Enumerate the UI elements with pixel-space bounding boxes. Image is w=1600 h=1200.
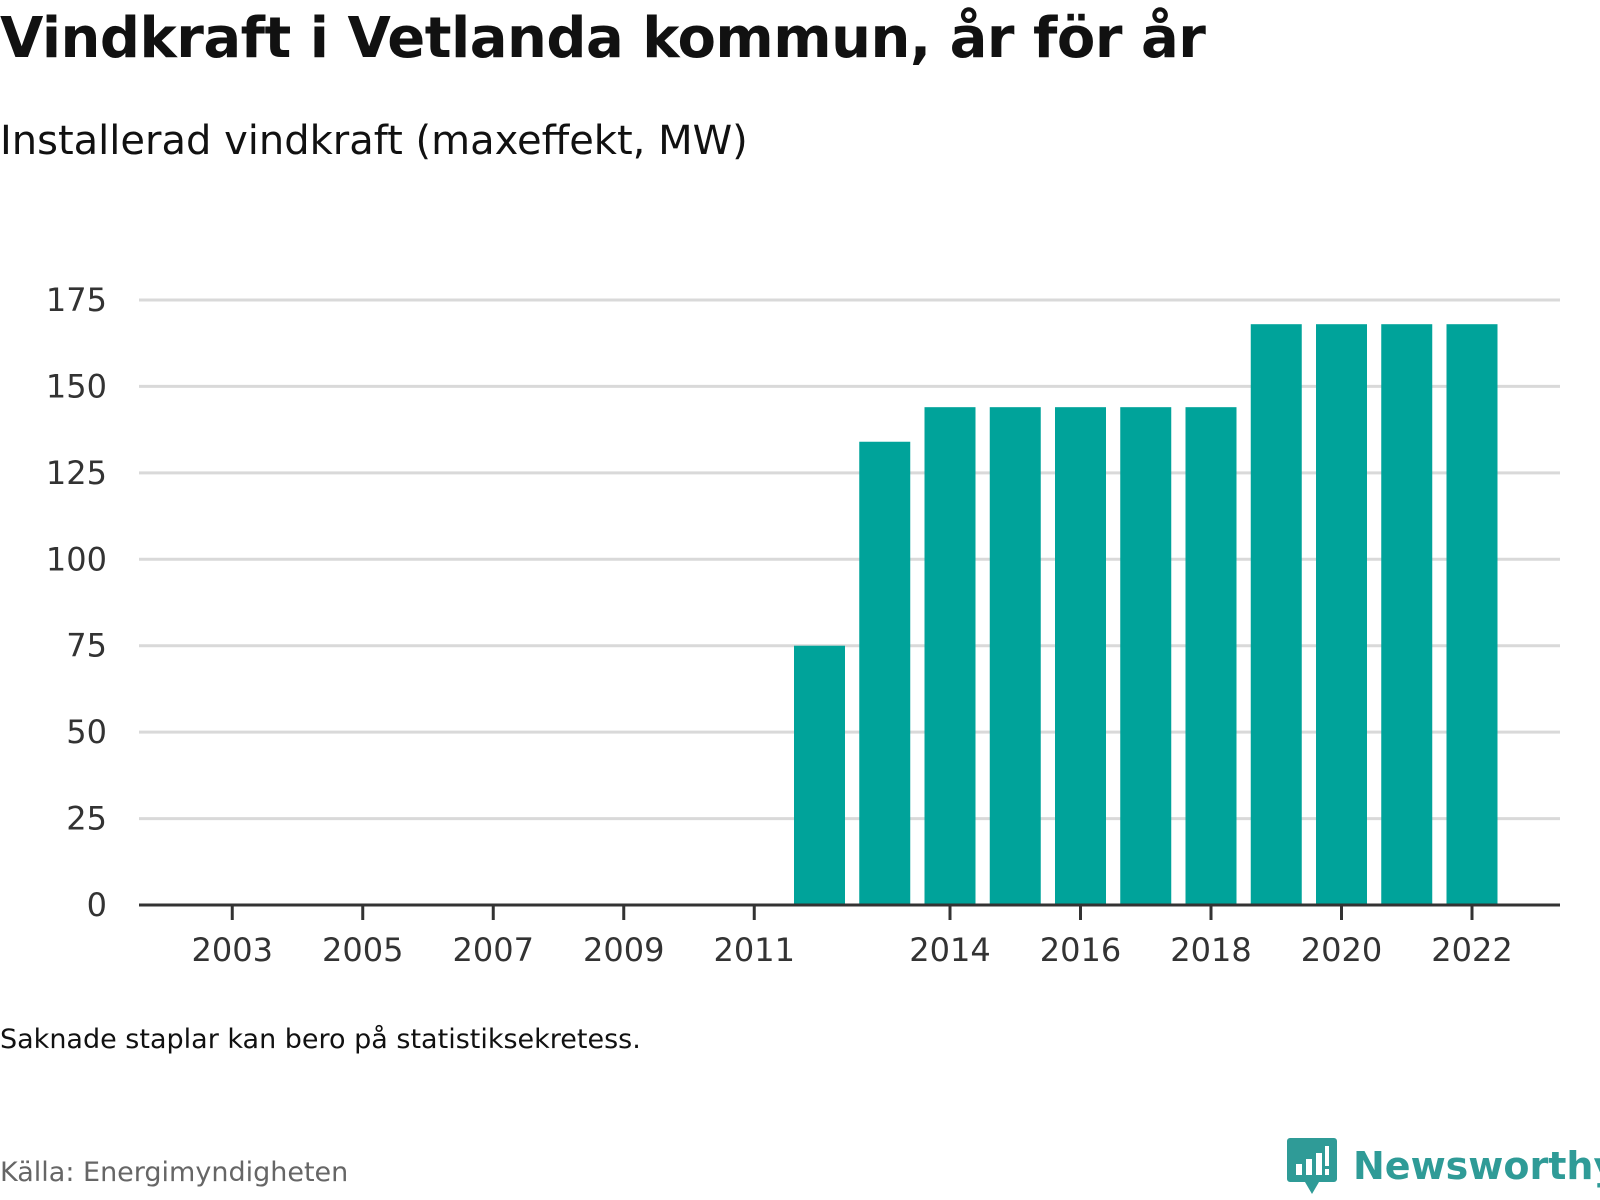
y-tick-label: 0 bbox=[87, 886, 107, 924]
x-tick-label: 2020 bbox=[1301, 931, 1382, 969]
x-tick-label: 2003 bbox=[192, 931, 273, 969]
bar bbox=[1185, 407, 1237, 905]
x-tick-label: 2009 bbox=[583, 931, 664, 969]
chart-subtitle: Installerad vindkraft (maxeffekt, MW) bbox=[0, 118, 748, 164]
bar bbox=[1055, 407, 1106, 905]
y-tick-label: 50 bbox=[66, 713, 107, 751]
x-tick-label: 2018 bbox=[1170, 931, 1251, 969]
y-tick-label: 150 bbox=[46, 367, 107, 405]
bar bbox=[989, 407, 1041, 905]
y-tick-label: 100 bbox=[46, 540, 107, 578]
y-tick-label: 75 bbox=[66, 627, 107, 665]
logo-wordmark: Newsworthy bbox=[1353, 1144, 1600, 1188]
y-tick-label: 175 bbox=[46, 281, 107, 319]
newsworthy-logo: Newsworthy bbox=[1287, 1138, 1600, 1194]
bar bbox=[1446, 324, 1498, 905]
bar bbox=[1381, 324, 1433, 905]
bar bbox=[1316, 324, 1367, 905]
bar-chart-logo-icon bbox=[1287, 1138, 1337, 1194]
y-tick-label: 125 bbox=[46, 454, 107, 492]
bar bbox=[1120, 407, 1172, 905]
x-tick-label: 2022 bbox=[1431, 931, 1512, 969]
x-tick-label: 2016 bbox=[1040, 931, 1121, 969]
x-tick-label: 2014 bbox=[909, 931, 990, 969]
source-credit: Källa: Energimyndigheten bbox=[0, 1157, 349, 1188]
chart-title: Vindkraft i Vetlanda kommun, år för år bbox=[0, 6, 1206, 71]
x-tick-label: 2011 bbox=[714, 931, 795, 969]
x-tick-label: 2005 bbox=[322, 931, 403, 969]
bar bbox=[794, 645, 845, 905]
x-tick-label: 2007 bbox=[453, 931, 534, 969]
y-tick-label: 25 bbox=[66, 800, 107, 838]
bar bbox=[924, 407, 976, 905]
bar-chart: 0 25 50 75 100 125 150 175 2003 2005 2007 2009 2011 2… bbox=[46, 281, 1560, 969]
footnote: Saknade staplar kan bero på statistiksek… bbox=[0, 1024, 641, 1055]
bar bbox=[1250, 324, 1302, 905]
bar bbox=[859, 441, 911, 905]
